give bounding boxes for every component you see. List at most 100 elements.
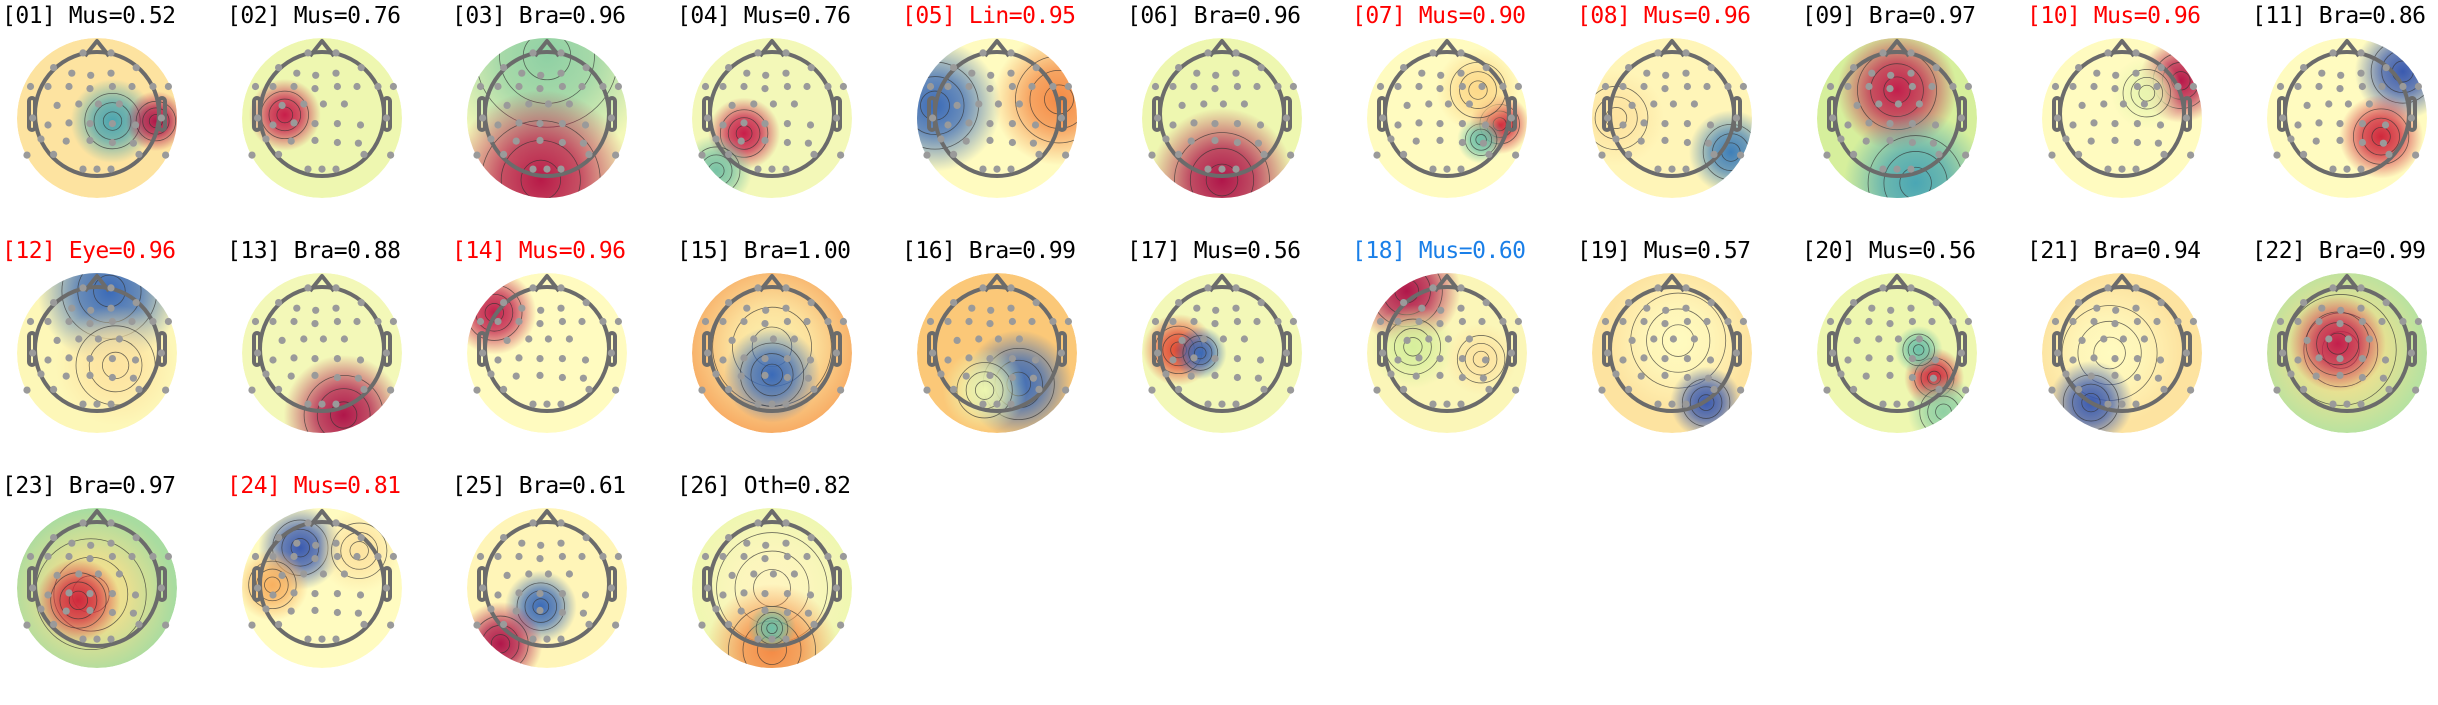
component-14: [14] Mus=0.96 (452, 235, 677, 470)
head-outline-icon (2277, 39, 2417, 178)
sensor-markers (248, 49, 397, 173)
component-title: [10] Mus=0.96 (2027, 3, 2201, 29)
sensor-markers (473, 49, 622, 173)
component-title: [03] Bra=0.96 (452, 3, 626, 29)
topomap (1142, 273, 1302, 433)
topomap (917, 38, 1077, 198)
component-6: [06] Bra=0.96 (1127, 0, 1352, 235)
sensor-markers (1823, 284, 1972, 408)
head-outline-icon (1827, 274, 1967, 413)
component-12: [12] Eye=0.96 (2, 235, 227, 470)
component-2: [02] Mus=0.76 (227, 0, 452, 235)
topomap (2267, 273, 2427, 433)
component-21: [21] Bra=0.94 (2027, 235, 2252, 470)
component-11: [11] Bra=0.86 (2252, 0, 2438, 235)
topomap (242, 273, 402, 433)
head-outline-icon (27, 39, 167, 178)
head-outline-icon (1602, 39, 1742, 178)
component-19: [19] Mus=0.57 (1577, 235, 1802, 470)
component-25: [25] Bra=0.61 (452, 470, 677, 705)
component-title: [22] Bra=0.99 (2252, 238, 2426, 264)
component-title: [07] Mus=0.90 (1352, 3, 1526, 29)
topomap (692, 273, 852, 433)
topomap (1592, 38, 1752, 198)
head-outline-icon (1827, 39, 1967, 178)
head-outline-icon (1377, 274, 1517, 413)
sensor-markers (2273, 49, 2422, 173)
component-title: [26] Oth=0.82 (677, 473, 851, 499)
component-7: [07] Mus=0.90 (1352, 0, 1577, 235)
sensor-markers (1148, 49, 1297, 173)
component-1: [01] Mus=0.52 (2, 0, 227, 235)
component-22: [22] Bra=0.99 (2252, 235, 2438, 470)
component-17: [17] Mus=0.56 (1127, 235, 1352, 470)
sensor-markers (923, 284, 1072, 408)
head-outline-icon (477, 509, 617, 648)
sensor-markers (2048, 49, 2197, 173)
topomap (2267, 38, 2427, 198)
component-15: [15] Bra=1.00 (677, 235, 902, 470)
sensor-markers (1148, 284, 1297, 408)
component-title: [21] Bra=0.94 (2027, 238, 2201, 264)
head-outline-icon (252, 509, 392, 648)
sensor-markers (2048, 284, 2197, 408)
component-3: [03] Bra=0.96 (452, 0, 677, 235)
topomap (2042, 38, 2202, 198)
head-outline-icon (477, 39, 617, 178)
head-outline-icon (252, 274, 392, 413)
topomap (1367, 273, 1527, 433)
component-20: [20] Mus=0.56 (1802, 235, 2027, 470)
topomap (1367, 38, 1527, 198)
component-title: [20] Mus=0.56 (1802, 238, 1976, 264)
component-title: [14] Mus=0.96 (452, 238, 626, 264)
component-title: [08] Mus=0.96 (1577, 3, 1751, 29)
component-title: [23] Bra=0.97 (2, 473, 176, 499)
topomap (692, 508, 852, 668)
head-outline-icon (702, 274, 842, 413)
head-outline-icon (927, 39, 1067, 178)
sensor-markers (23, 284, 172, 408)
head-outline-icon (477, 274, 617, 413)
component-title: [15] Bra=1.00 (677, 238, 851, 264)
sensor-markers (698, 519, 847, 643)
topomap (467, 508, 627, 668)
component-title: [24] Mus=0.81 (227, 473, 401, 499)
head-outline-icon (927, 274, 1067, 413)
sensor-markers (1373, 284, 1522, 408)
component-title: [16] Bra=0.99 (902, 238, 1076, 264)
component-title: [02] Mus=0.76 (227, 3, 401, 29)
sensor-markers (23, 519, 172, 643)
component-title: [11] Bra=0.86 (2252, 3, 2426, 29)
head-outline-icon (2277, 274, 2417, 413)
topomap (17, 273, 177, 433)
component-title: [01] Mus=0.52 (2, 3, 176, 29)
component-title: [17] Mus=0.56 (1127, 238, 1301, 264)
component-23: [23] Bra=0.97 (2, 470, 227, 705)
component-10: [10] Mus=0.96 (2027, 0, 2252, 235)
component-18: [18] Mus=0.60 (1352, 235, 1577, 470)
sensor-markers (248, 519, 397, 643)
topomap (242, 508, 402, 668)
sensor-markers (698, 49, 847, 173)
component-8: [08] Mus=0.96 (1577, 0, 1802, 235)
topomap (692, 38, 852, 198)
sensor-markers (248, 284, 397, 408)
component-9: [09] Bra=0.97 (1802, 0, 2027, 235)
topomap (2042, 273, 2202, 433)
sensor-markers (473, 519, 622, 643)
component-title: [12] Eye=0.96 (2, 238, 176, 264)
component-13: [13] Bra=0.88 (227, 235, 452, 470)
head-outline-icon (27, 274, 167, 413)
head-outline-icon (2052, 274, 2192, 413)
component-title: [06] Bra=0.96 (1127, 3, 1301, 29)
component-4: [04] Mus=0.76 (677, 0, 902, 235)
sensor-markers (2273, 284, 2422, 408)
topomap (1817, 38, 1977, 198)
head-outline-icon (702, 509, 842, 648)
head-outline-icon (1152, 274, 1292, 413)
head-outline-icon (702, 39, 842, 178)
component-title: [25] Bra=0.61 (452, 473, 626, 499)
component-24: [24] Mus=0.81 (227, 470, 452, 705)
component-title: [13] Bra=0.88 (227, 238, 401, 264)
sensor-markers (1598, 284, 1747, 408)
